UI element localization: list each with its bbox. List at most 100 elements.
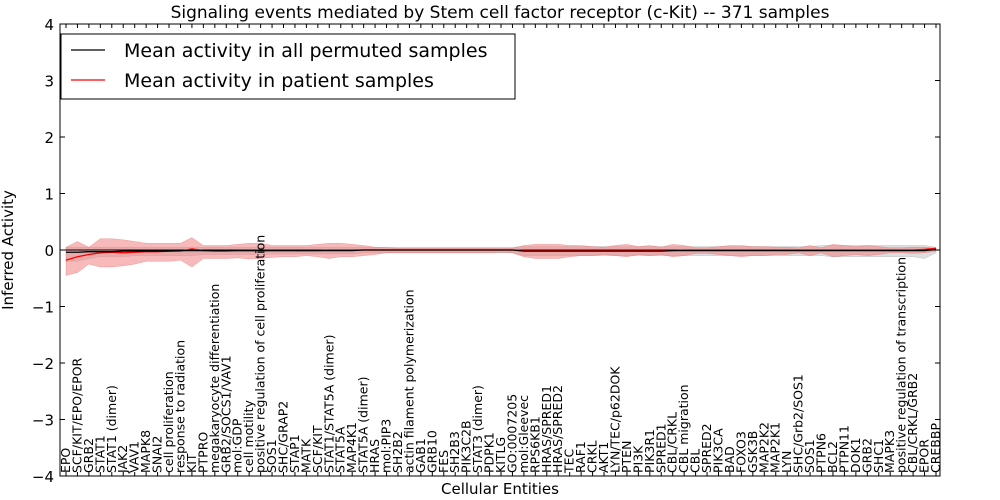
x-tick-label: CBL	[688, 449, 703, 473]
y-tick-label: 4	[44, 16, 54, 34]
x-tick-label: DOK1	[848, 437, 863, 473]
x-tick-label: PTPN11	[836, 425, 851, 473]
x-tick-label: STAT3 (dimer)	[470, 385, 485, 473]
x-tick-label: PTPN6	[814, 433, 829, 473]
y-axis-label: Inferred Activity	[0, 190, 17, 310]
band-patient	[65, 237, 937, 276]
x-tick-label: SOS1	[802, 439, 817, 473]
x-tick-label: cell motility	[241, 399, 256, 473]
x-tick-label: STAP1	[287, 434, 302, 473]
x-tick-label: HRAS	[367, 439, 382, 473]
x-tick-label: SHC1	[871, 439, 886, 473]
x-tick-label: GRB10	[424, 430, 439, 473]
x-tick-label: GO:0007205	[504, 394, 519, 473]
series-lines	[65, 247, 937, 261]
x-tick-label: STAT5A	[333, 426, 348, 473]
confidence-bands	[65, 237, 937, 276]
plot-area	[59, 23, 941, 477]
legend: Mean activity in all permuted samples Me…	[60, 33, 516, 100]
x-tick-label: EPO	[58, 448, 73, 473]
x-tick-label: PIK3C2B	[459, 420, 474, 473]
y-tick-label: 0	[44, 242, 54, 260]
x-tick-label: GRB2	[81, 438, 96, 473]
x-tick-label: mol:GDP	[230, 418, 245, 473]
x-tick-label: RAF1	[573, 441, 588, 473]
x-tick-label: FOXO3	[733, 431, 748, 473]
x-tick-label: positive regulation of cell proliferatio…	[253, 235, 268, 473]
x-tick-label: mol:Gleevec	[516, 395, 531, 473]
legend-label-patient: Mean activity in patient samples	[124, 70, 434, 92]
x-tick-label: LYN/TEC/p62DOK	[607, 366, 622, 473]
x-tick-label: PDPK1	[482, 432, 497, 473]
y-tick-label: 1	[44, 186, 54, 204]
x-tick-label: RPS6KB1	[527, 416, 542, 473]
x-tick-label: MAPK8	[138, 430, 153, 473]
chart-title: Signaling events mediated by Stem cell f…	[171, 3, 830, 23]
x-tick-label: CBL/CRKL	[665, 412, 680, 473]
x-tick-label: CBL migration	[676, 384, 691, 473]
x-tick-label: SH2B3	[447, 431, 462, 473]
x-tick-label: TEC	[562, 448, 577, 474]
x-tick-label: STAT1	[92, 435, 107, 473]
x-tick-label: BCL2	[825, 441, 840, 473]
x-tick-label: STAT1 (dimer)	[104, 385, 119, 473]
x-tick-label: MAP4K1	[344, 422, 359, 473]
x-tick-label: GRB2	[859, 438, 874, 473]
y-tick-label: 3	[44, 73, 54, 91]
x-tick-label: MAPK3	[882, 430, 897, 473]
x-tick-label: GSK3B	[745, 431, 760, 473]
legend-label-permuted: Mean activity in all permuted samples	[124, 40, 487, 62]
x-tick-label: SCF/KIT	[310, 425, 325, 473]
x-tick-label: HRAS/SPRED1	[539, 385, 554, 473]
y-tick-label: −1	[32, 299, 54, 317]
x-tick-label: PIK3CA	[711, 428, 726, 473]
y-tick-label: −3	[32, 412, 54, 430]
x-tick-label: MAP2K1	[768, 422, 783, 473]
x-tick-label: positive regulation of transcription	[894, 257, 909, 473]
x-tick-label: PTPRO	[195, 432, 210, 473]
x-tick-label: CBL/CRKL/GRB2	[905, 373, 920, 473]
x-tick-label: KIT	[184, 453, 199, 473]
x-tick-label: STAT5A (dimer)	[356, 377, 371, 473]
x-tick-label: SH2B2	[390, 431, 405, 473]
x-tick-label: SPRED1	[653, 423, 668, 473]
y-tick-label: −4	[32, 468, 54, 486]
x-tick-label: CRKL	[585, 440, 600, 473]
x-tick-label: MATK	[298, 438, 313, 473]
x-tick-label: BAD	[722, 446, 737, 473]
x-tick-label: STAT1/STAT5A (dimer)	[321, 335, 336, 473]
x-tick-label: actin filament polymerization	[401, 289, 416, 473]
x-axis-label: Cellular Entities	[441, 480, 559, 498]
x-tick-label: mol:PIP3	[379, 419, 394, 473]
x-tick-label: GRB2/SOCS1/VAV1	[218, 355, 233, 473]
x-tick-label: SCF/KIT/EPO/EPOR	[69, 357, 84, 473]
x-tick-label: cell proliferation	[161, 371, 176, 473]
line-permuted	[66, 248, 937, 253]
x-tick-label: HRAS/SPRED2	[550, 385, 565, 473]
x-tick-label: SHC/GRAP2	[276, 401, 291, 473]
x-tick-label: GAB1	[413, 438, 428, 473]
x-tick-label: MAP2K2	[756, 422, 771, 473]
x-tick-label: CREBBP	[928, 423, 943, 473]
x-tick-label: FES	[436, 450, 451, 473]
x-tick-label: KITLG	[493, 437, 508, 473]
x-tick-label: EPOR	[917, 439, 932, 473]
x-tick-label: PI3K	[630, 445, 645, 473]
x-tick-label: megakaryocyte differentiation	[207, 284, 222, 473]
x-tick-label: VAV1	[127, 441, 142, 473]
x-tick-label: SHC/Grb2/SOS1	[791, 374, 806, 473]
x-tick-label: response to radiation	[172, 340, 187, 473]
x-tick-label: SOS1	[264, 439, 279, 473]
y-tick-label: −2	[32, 355, 54, 373]
x-tick-label: JAK2	[115, 445, 130, 474]
x-tick-label: SNAI2	[150, 436, 165, 473]
x-tick-label: PIK3R1	[642, 429, 657, 473]
x-tick-label: AKT1	[596, 442, 611, 473]
x-tick-label: LYN	[779, 451, 794, 473]
x-tick-label: PTEN	[619, 441, 634, 473]
x-tick-label: SPRED2	[699, 423, 714, 473]
y-tick-label: 2	[44, 129, 54, 147]
y-axis: −4 −3 −2 −1 0 1 2 3 4	[32, 16, 940, 486]
